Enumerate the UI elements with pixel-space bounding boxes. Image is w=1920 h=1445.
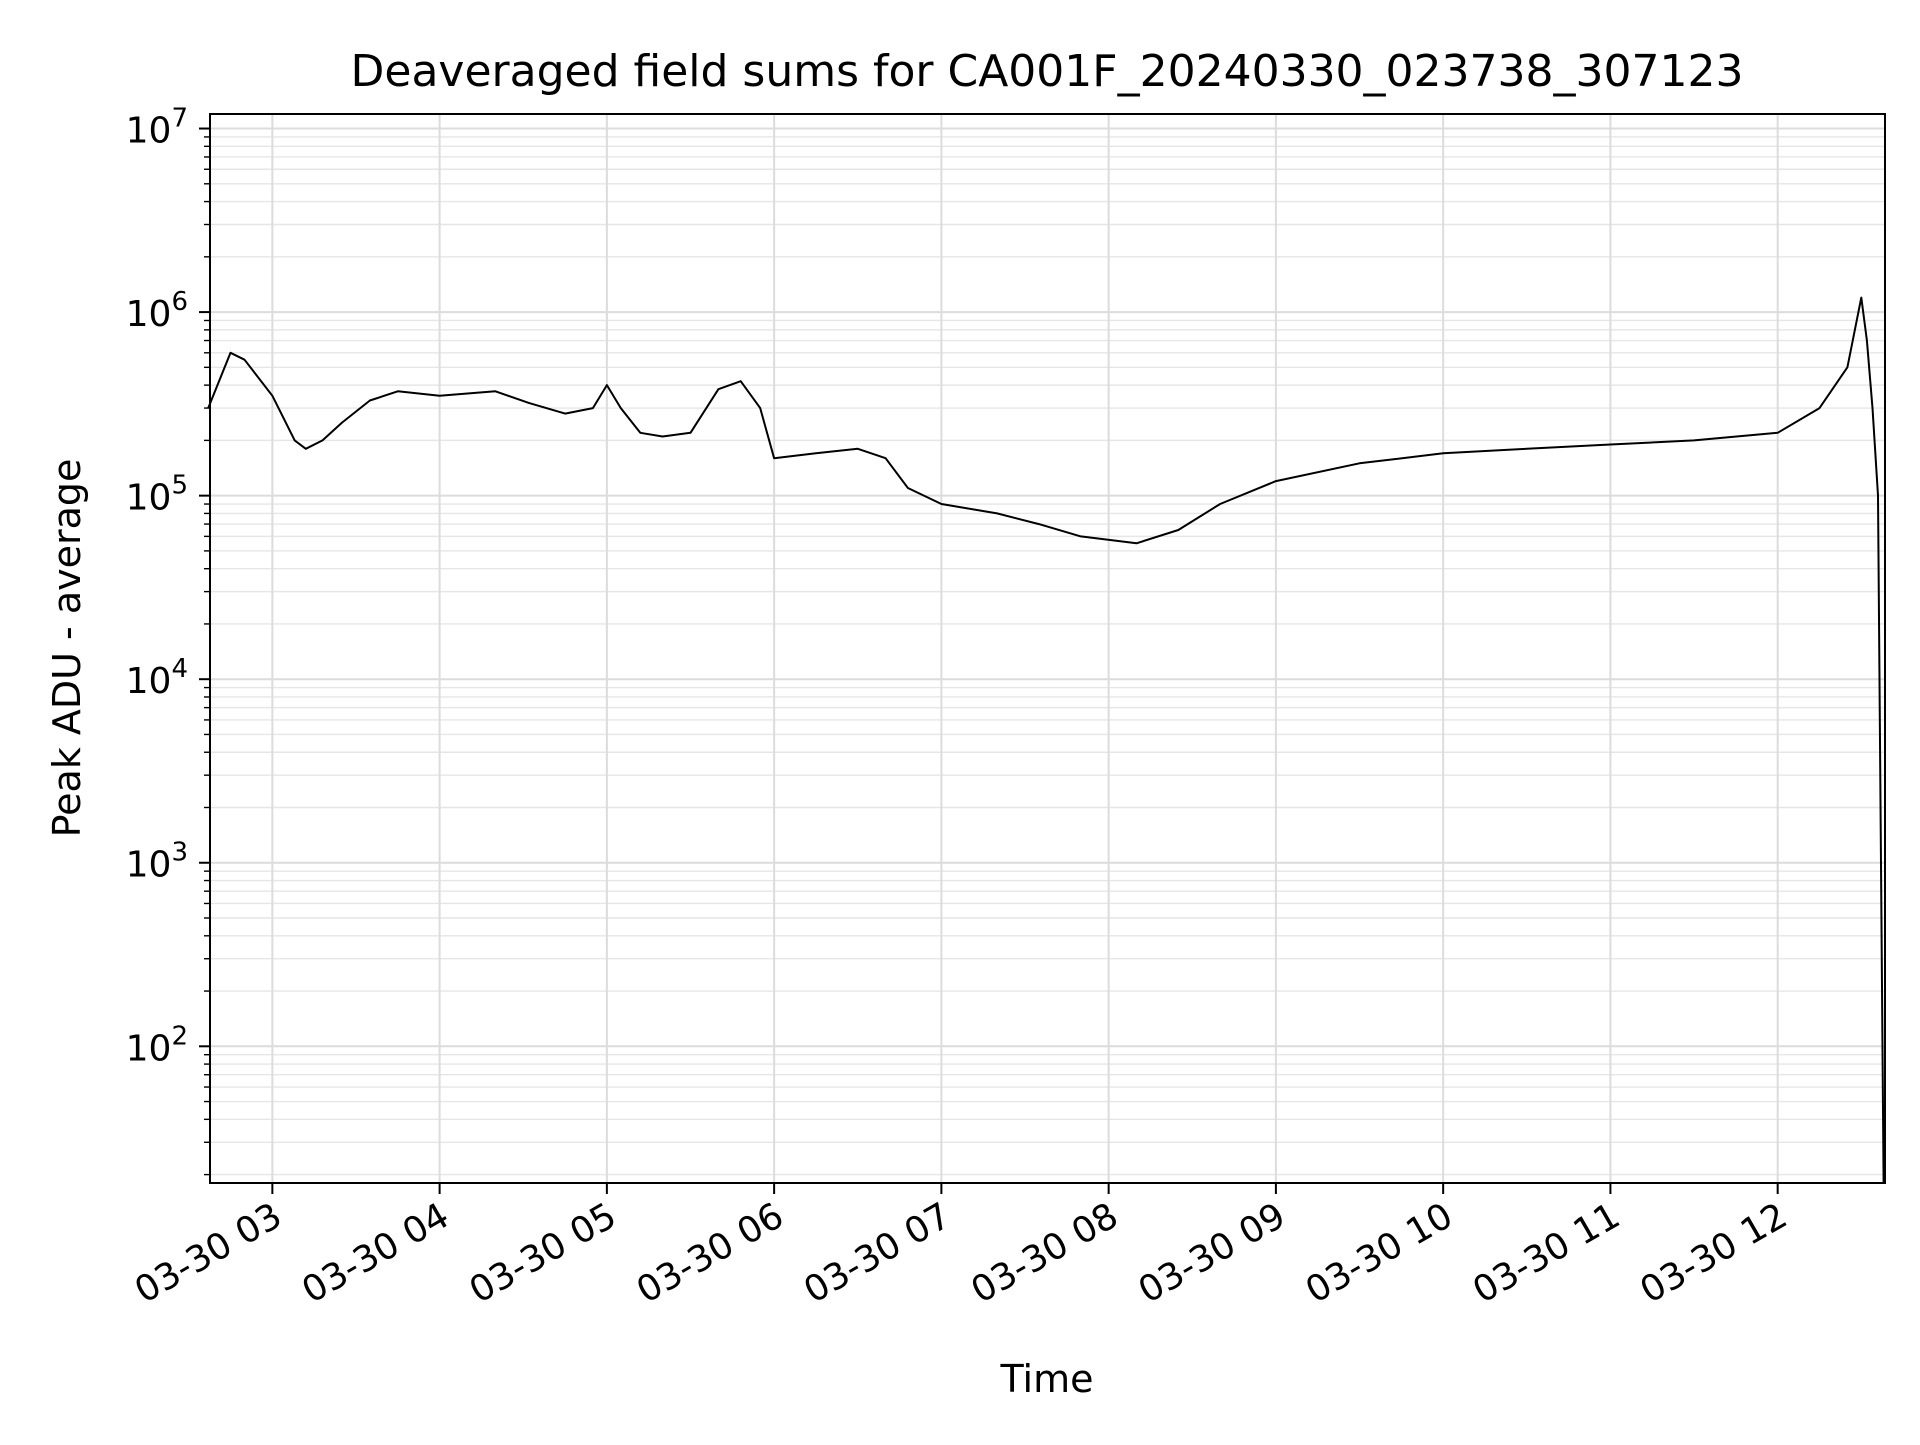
grid-major (210, 114, 1885, 1183)
series-line-0 (207, 296, 1885, 1184)
x-axis-label: Time (1000, 1357, 1094, 1401)
y-tick-label: 105 (126, 471, 188, 519)
series-layer (207, 296, 1885, 1184)
chart-title: Deaveraged field sums for CA001F_2024033… (351, 46, 1744, 97)
y-tick-label: 107 (126, 104, 188, 152)
plot-area-frame (209, 113, 1886, 1184)
y-axis-ticks: 102 103 104 105 106 107 (126, 104, 210, 1176)
y-tick-label: 102 (126, 1021, 188, 1069)
y-tick-label: 104 (126, 654, 188, 702)
y-tick-label: 103 (126, 838, 188, 886)
grid-minor (210, 136, 1885, 1176)
y-tick-label: 106 (126, 287, 188, 335)
y-axis-label: Peak ADU - average (45, 459, 89, 838)
